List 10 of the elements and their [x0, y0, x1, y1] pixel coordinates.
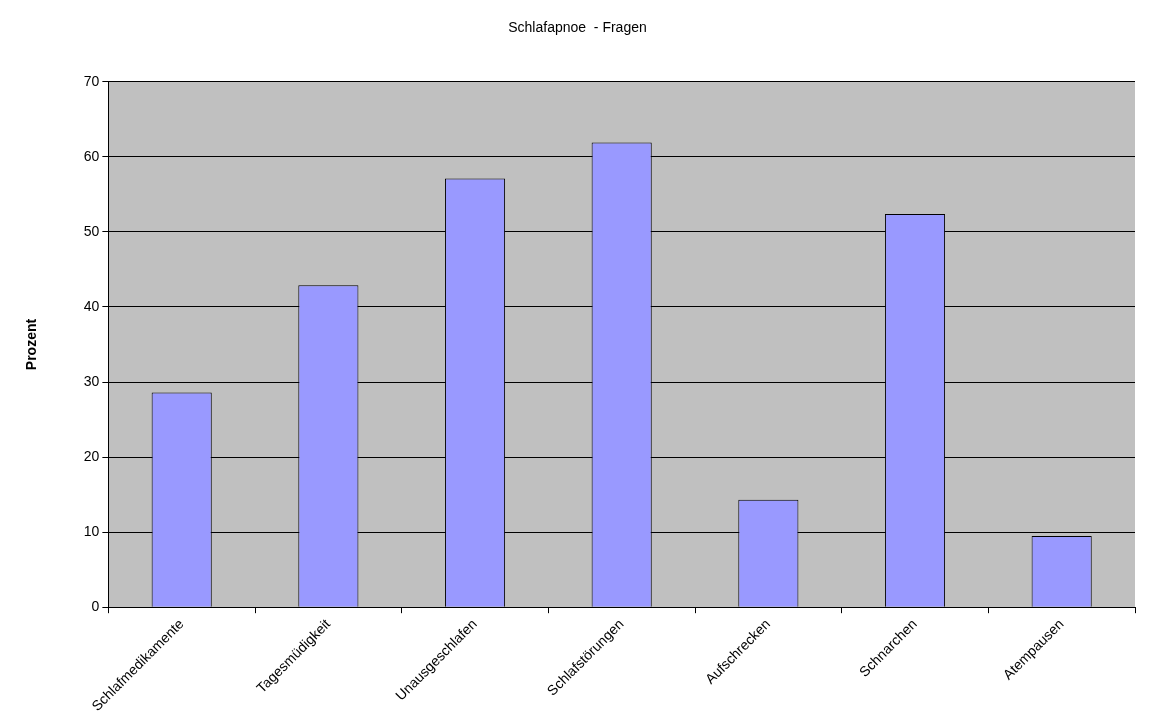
- y-tick-label: 0: [91, 598, 100, 615]
- y-tick-label: 50: [83, 222, 100, 239]
- y-tick-label: 40: [83, 297, 100, 314]
- y-tick-label: 60: [83, 147, 100, 164]
- y-axis-title: Prozent: [23, 318, 40, 371]
- y-tick-label: 70: [83, 72, 100, 89]
- chart-title: Schlafapnoe - Fragen: [508, 19, 647, 36]
- y-tick-label: 30: [83, 372, 100, 389]
- y-tick-label: 10: [83, 522, 100, 539]
- y-tick-label: 20: [83, 447, 100, 464]
